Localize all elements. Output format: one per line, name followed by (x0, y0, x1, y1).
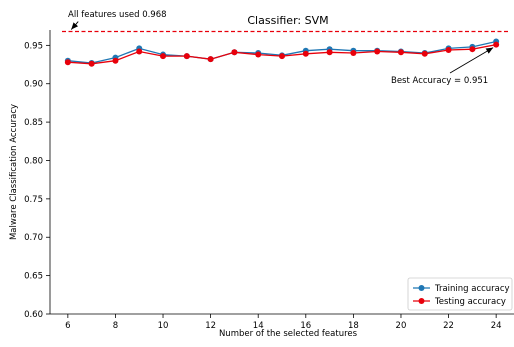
testing-point (160, 53, 167, 60)
testing-point (350, 50, 357, 57)
y-tick-label: 0.85 (24, 118, 43, 128)
testing-point (279, 53, 285, 60)
legend: Training accuracy Testing accuracy (407, 277, 513, 311)
y-tick-label: 0.80 (24, 156, 43, 166)
x-tick-label: 20 (396, 321, 407, 331)
testing-point (397, 49, 404, 56)
testing-point (183, 53, 190, 60)
testing-point (255, 51, 262, 58)
testing-point (88, 60, 95, 67)
testing-point (469, 46, 476, 53)
legend-label-testing: Testing accuracy (434, 297, 506, 307)
axes-group (49, 30, 514, 315)
testing-point (326, 49, 333, 56)
annotations-group: All features used 0.968 Best Accuracy = 0… (68, 10, 494, 86)
testing-point (421, 50, 428, 57)
legend-label-training: Training accuracy (434, 284, 510, 294)
y-tick-label: 0.60 (24, 310, 43, 320)
y-tick-label: 0.65 (24, 272, 43, 282)
testing-point (445, 46, 452, 53)
best-accuracy-arrow (449, 47, 494, 74)
all-features-annotation: All features used 0.968 (68, 10, 167, 20)
x-tick-label: 10 (158, 321, 169, 331)
y-tick-label: 0.90 (24, 80, 43, 90)
ticks-group: 0.60 0.65 0.70 0.75 0.80 0.85 0.90 0.95 6 8 10 12 14… (24, 41, 502, 331)
testing-point (231, 49, 238, 56)
y-tick-label: 0.75 (24, 195, 43, 205)
testing-point (302, 50, 309, 57)
y-axis-label: Malware Classification Accuracy (9, 104, 19, 240)
all-features-arrow (70, 21, 79, 30)
series-group (64, 38, 500, 67)
testing-point (112, 57, 119, 64)
y-tick-label: 0.95 (24, 41, 43, 51)
x-tick-label: 22 (443, 321, 454, 331)
testing-point (136, 48, 143, 55)
testing-point (374, 48, 381, 55)
x-tick-label: 16 (300, 321, 311, 331)
testing-point (64, 59, 71, 66)
x-tick-label: 18 (348, 321, 359, 331)
testing-point (493, 41, 500, 48)
x-tick-label: 24 (491, 321, 502, 331)
legend-marker-testing (418, 298, 425, 304)
x-axis-label: Number of the selected features (219, 329, 358, 339)
x-tick-label: 8 (113, 321, 118, 331)
x-tick-label: 6 (65, 321, 70, 331)
legend-marker-training (418, 285, 425, 291)
y-tick-label: 0.70 (24, 233, 43, 243)
best-accuracy-annotation: Best Accuracy = 0.951 (391, 76, 488, 86)
legend-box (407, 277, 513, 311)
x-tick-label: 12 (205, 321, 216, 331)
chart-title: Classifier: SVM (247, 14, 328, 27)
testing-point (207, 56, 214, 63)
x-tick-label: 14 (253, 321, 264, 331)
